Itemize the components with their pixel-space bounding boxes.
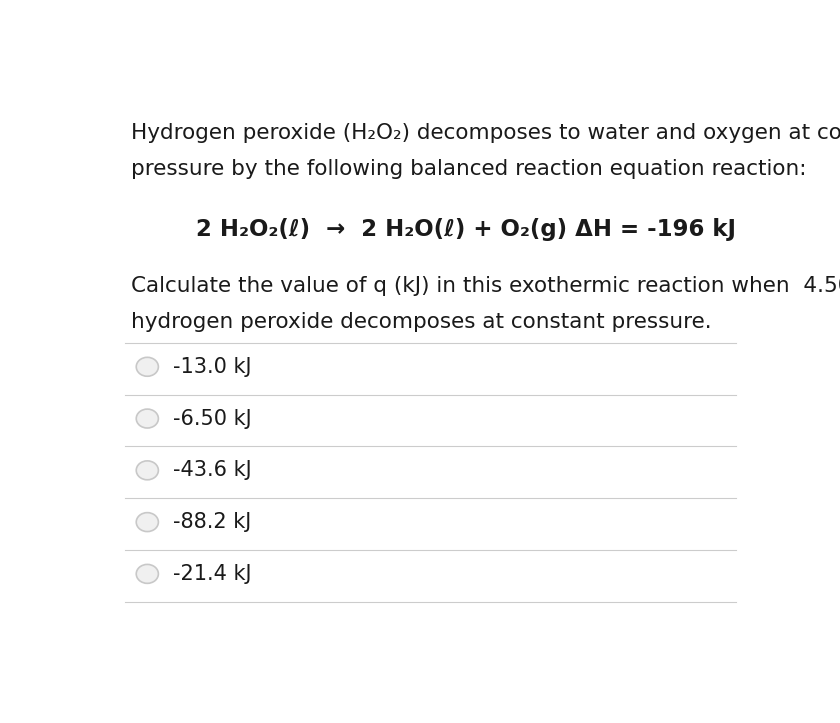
Text: -13.0 kJ: -13.0 kJ	[173, 356, 252, 377]
Text: -6.50 kJ: -6.50 kJ	[173, 408, 252, 429]
Text: -88.2 kJ: -88.2 kJ	[173, 512, 252, 532]
Text: -21.4 kJ: -21.4 kJ	[173, 564, 252, 584]
Text: Calculate the value of q (kJ) in this exothermic reaction when  4.50 g of: Calculate the value of q (kJ) in this ex…	[131, 276, 840, 296]
Circle shape	[136, 409, 159, 428]
Text: hydrogen peroxide decomposes at constant pressure.: hydrogen peroxide decomposes at constant…	[131, 312, 711, 333]
Text: 2 H₂O₂(ℓ)  →  2 H₂O(ℓ) + O₂(g) ΔH = -196 kJ: 2 H₂O₂(ℓ) → 2 H₂O(ℓ) + O₂(g) ΔH = -196 k…	[197, 218, 736, 241]
Circle shape	[136, 513, 159, 531]
Circle shape	[136, 461, 159, 480]
Text: -43.6 kJ: -43.6 kJ	[173, 461, 252, 480]
Text: pressure by the following balanced reaction equation reaction:: pressure by the following balanced react…	[131, 159, 806, 179]
Circle shape	[136, 565, 159, 583]
Text: Hydrogen peroxide (H₂O₂) decomposes to water and oxygen at constant: Hydrogen peroxide (H₂O₂) decomposes to w…	[131, 123, 840, 143]
Circle shape	[136, 357, 159, 376]
